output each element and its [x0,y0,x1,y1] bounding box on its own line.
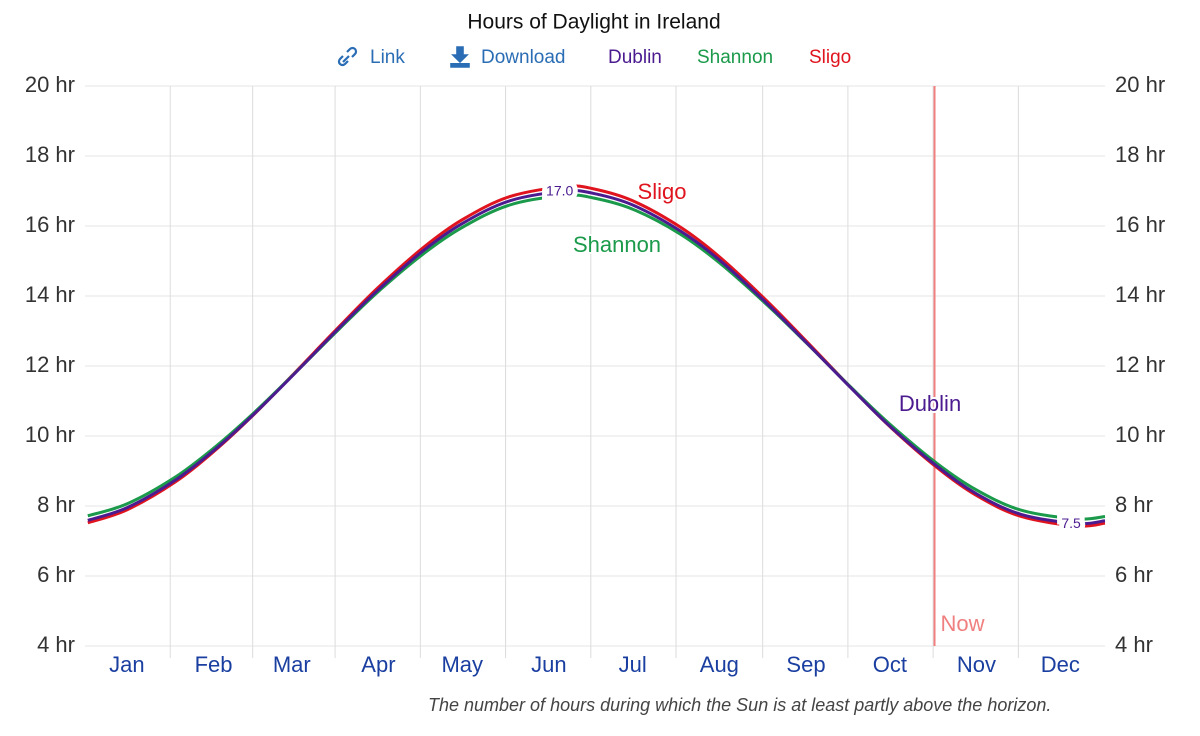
y-tick-label: 6 hr [37,562,75,587]
series-label: Sligo [638,179,687,204]
y2-tick-label: 20 hr [1115,72,1165,97]
now-label: Now [941,611,985,636]
x-tick-label: Aug [700,652,739,677]
series-label: Shannon [573,232,661,257]
x-tick-label: Jun [531,652,566,677]
y2-tick-label: 4 hr [1115,632,1153,657]
x-tick-label: Jul [619,652,647,677]
link-text[interactable]: Link [370,47,405,68]
y2-tick-label: 8 hr [1115,492,1153,517]
series-label: Dublin [899,391,961,416]
value-label: 7.5 [1061,515,1081,531]
y2-tick-label: 12 hr [1115,352,1165,377]
download-icon[interactable] [450,46,470,68]
x-tick-label: May [441,652,483,677]
x-tick-label: Feb [195,652,233,677]
y2-tick-label: 18 hr [1115,142,1165,167]
y-tick-label: 4 hr [37,632,75,657]
legend-entry: Sligo [809,47,851,68]
x-tick-label: Oct [873,652,907,677]
y-tick-label: 16 hr [25,212,75,237]
download-button[interactable]: Download [450,46,566,68]
link-icon[interactable] [337,46,358,67]
x-tick-label: Apr [361,652,395,677]
x-tick-label: Mar [273,652,311,677]
y2-tick-label: 14 hr [1115,282,1165,307]
legend-entry: Shannon [697,47,773,68]
value-label: 17.0 [546,183,573,199]
y2-tick-label: 10 hr [1115,422,1165,447]
x-tick-label: Nov [957,652,996,677]
x-tick-label: Jan [109,652,144,677]
x-tick-label: Sep [786,652,825,677]
download-text[interactable]: Download [481,47,566,68]
y-tick-label: 18 hr [25,142,75,167]
y-tick-label: 10 hr [25,422,75,447]
series-line [87,189,1106,526]
y-tick-label: 12 hr [25,352,75,377]
y2-tick-label: 6 hr [1115,562,1153,587]
x-tick-label: Dec [1041,652,1080,677]
y-tick-label: 20 hr [25,72,75,97]
chart-title: Hours of Daylight in Ireland [467,11,720,34]
link-button[interactable]: Link [337,46,405,68]
y2-tick-label: 16 hr [1115,212,1165,237]
y-tick-label: 14 hr [25,282,75,307]
legend-entry: Dublin [608,47,662,68]
y-tick-label: 8 hr [37,492,75,517]
caption: The number of hours during which the Sun… [428,695,1051,715]
